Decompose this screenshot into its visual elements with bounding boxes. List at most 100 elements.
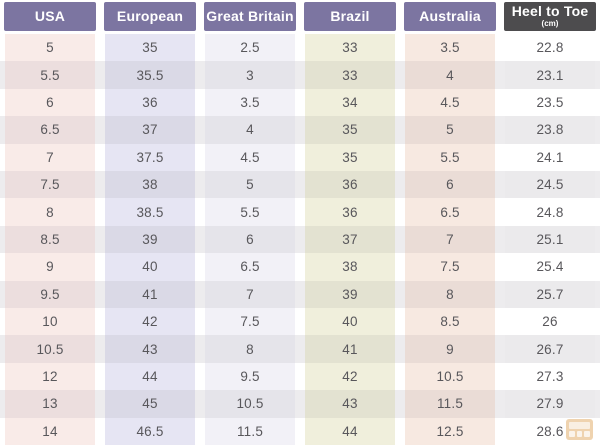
cell-european: 45 xyxy=(105,390,195,418)
cell-heel-to-toe: 24.1 xyxy=(505,143,595,172)
cell-usa: 6.5 xyxy=(5,116,95,144)
cell-brazil: 43 xyxy=(305,390,395,418)
cell-heel-to-toe: 24.5 xyxy=(505,171,595,199)
cell-brazil: 35 xyxy=(305,116,395,144)
cell-usa: 10.5 xyxy=(5,335,95,363)
cell-great-britain: 10.5 xyxy=(205,390,295,418)
cell-brazil: 40 xyxy=(305,308,395,336)
table-row: 10 42 7.5 40 8.5 26 xyxy=(0,308,600,336)
cell-usa: 13 xyxy=(5,390,95,418)
cell-great-britain: 4 xyxy=(205,116,295,144)
cell-great-britain: 7.5 xyxy=(205,308,295,336)
table-row: 10.5 43 8 41 9 26.7 xyxy=(0,335,600,363)
table-body: 5 35 2.5 33 3.5 22.8 5.5 35.5 3 33 4 23.1 6 36 3.5 34 4.… xyxy=(0,34,600,445)
watermark-dot xyxy=(584,431,590,437)
column-header-label: Australia xyxy=(419,8,481,25)
cell-australia: 6 xyxy=(405,171,495,199)
column-header-australia: Australia xyxy=(404,2,496,31)
cell-great-britain: 5.5 xyxy=(205,198,295,226)
cell-usa: 7 xyxy=(5,143,95,172)
cell-brazil: 33 xyxy=(305,34,395,62)
cell-great-britain: 7 xyxy=(205,280,295,309)
cell-heel-to-toe: 24.8 xyxy=(505,198,595,226)
table-row: 6 36 3.5 34 4.5 23.5 xyxy=(0,88,600,117)
table-row: 8.5 39 6 37 7 25.1 xyxy=(0,225,600,254)
cell-european: 38 xyxy=(105,171,195,199)
cell-european: 37 xyxy=(105,116,195,144)
cell-brazil: 36 xyxy=(305,198,395,226)
watermark-dot xyxy=(576,431,583,437)
cell-usa: 10 xyxy=(5,308,95,336)
cell-heel-to-toe: 28.6 xyxy=(505,417,595,445)
cell-european: 42 xyxy=(105,308,195,336)
cell-european: 38.5 xyxy=(105,198,195,226)
cell-usa: 5 xyxy=(5,34,95,62)
table-row: 8 38.5 5.5 36 6.5 24.8 xyxy=(0,198,600,226)
column-header-label: Great Britain xyxy=(206,8,294,25)
cell-european: 37.5 xyxy=(105,143,195,172)
cell-brazil: 35 xyxy=(305,143,395,172)
cell-australia: 4.5 xyxy=(405,88,495,117)
cell-brazil: 39 xyxy=(305,280,395,309)
cell-european: 41 xyxy=(105,280,195,309)
column-header-european: European xyxy=(104,2,196,31)
cell-heel-to-toe: 23.5 xyxy=(505,88,595,117)
column-header-great-britain: Great Britain xyxy=(204,2,296,31)
cell-great-britain: 6 xyxy=(205,225,295,254)
cell-australia: 12.5 xyxy=(405,417,495,445)
table-row: 5 35 2.5 33 3.5 22.8 xyxy=(0,34,600,62)
column-header-label: Heel to Toe xyxy=(511,3,589,20)
cell-australia: 9 xyxy=(405,335,495,363)
cell-heel-to-toe: 27.9 xyxy=(505,390,595,418)
cell-great-britain: 5 xyxy=(205,171,295,199)
table-header-row: USA European Great Britain Brazil Austra… xyxy=(0,0,600,34)
table-row: 9.5 41 7 39 8 25.7 xyxy=(0,280,600,309)
table-row: 5.5 35.5 3 33 4 23.1 xyxy=(0,61,600,89)
column-header-label: Brazil xyxy=(330,8,370,25)
cell-australia: 5.5 xyxy=(405,143,495,172)
cell-usa: 8 xyxy=(5,198,95,226)
cell-usa: 9.5 xyxy=(5,280,95,309)
cell-usa: 12 xyxy=(5,362,95,391)
table-row: 14 46.5 11.5 44 12.5 28.6 xyxy=(0,417,600,445)
column-header-label: USA xyxy=(34,8,66,25)
column-header-sublabel: (cm) xyxy=(541,19,559,29)
cell-usa: 14 xyxy=(5,417,95,445)
table-row: 6.5 37 4 35 5 23.8 xyxy=(0,116,600,144)
cell-australia: 3.5 xyxy=(405,34,495,62)
cell-brazil: 42 xyxy=(305,362,395,391)
column-header-heel-to-toe: Heel to Toe (cm) xyxy=(504,2,596,31)
cell-australia: 10.5 xyxy=(405,362,495,391)
cell-great-britain: 6.5 xyxy=(205,253,295,281)
cell-heel-to-toe: 27.3 xyxy=(505,362,595,391)
cell-brazil: 38 xyxy=(305,253,395,281)
cell-european: 43 xyxy=(105,335,195,363)
cell-brazil: 36 xyxy=(305,171,395,199)
cell-australia: 7 xyxy=(405,225,495,254)
cell-australia: 7.5 xyxy=(405,253,495,281)
cell-great-britain: 9.5 xyxy=(205,362,295,391)
cell-great-britain: 3 xyxy=(205,61,295,89)
cell-european: 46.5 xyxy=(105,417,195,445)
cell-great-britain: 8 xyxy=(205,335,295,363)
cell-european: 35 xyxy=(105,34,195,62)
cell-usa: 9 xyxy=(5,253,95,281)
table-row: 9 40 6.5 38 7.5 25.4 xyxy=(0,253,600,281)
cell-great-britain: 11.5 xyxy=(205,417,295,445)
cell-brazil: 34 xyxy=(305,88,395,117)
cell-usa: 7.5 xyxy=(5,171,95,199)
cell-heel-to-toe: 23.1 xyxy=(505,61,595,89)
table-row: 7 37.5 4.5 35 5.5 24.1 xyxy=(0,143,600,172)
cell-australia: 11.5 xyxy=(405,390,495,418)
column-header-usa: USA xyxy=(4,2,96,31)
cell-heel-to-toe: 22.8 xyxy=(505,34,595,62)
cell-great-britain: 4.5 xyxy=(205,143,295,172)
cell-european: 44 xyxy=(105,362,195,391)
logo-watermark-icon xyxy=(566,419,593,440)
cell-heel-to-toe: 26 xyxy=(505,308,595,336)
cell-european: 40 xyxy=(105,253,195,281)
table-row: 12 44 9.5 42 10.5 27.3 xyxy=(0,362,600,391)
cell-heel-to-toe: 25.4 xyxy=(505,253,595,281)
cell-usa: 6 xyxy=(5,88,95,117)
